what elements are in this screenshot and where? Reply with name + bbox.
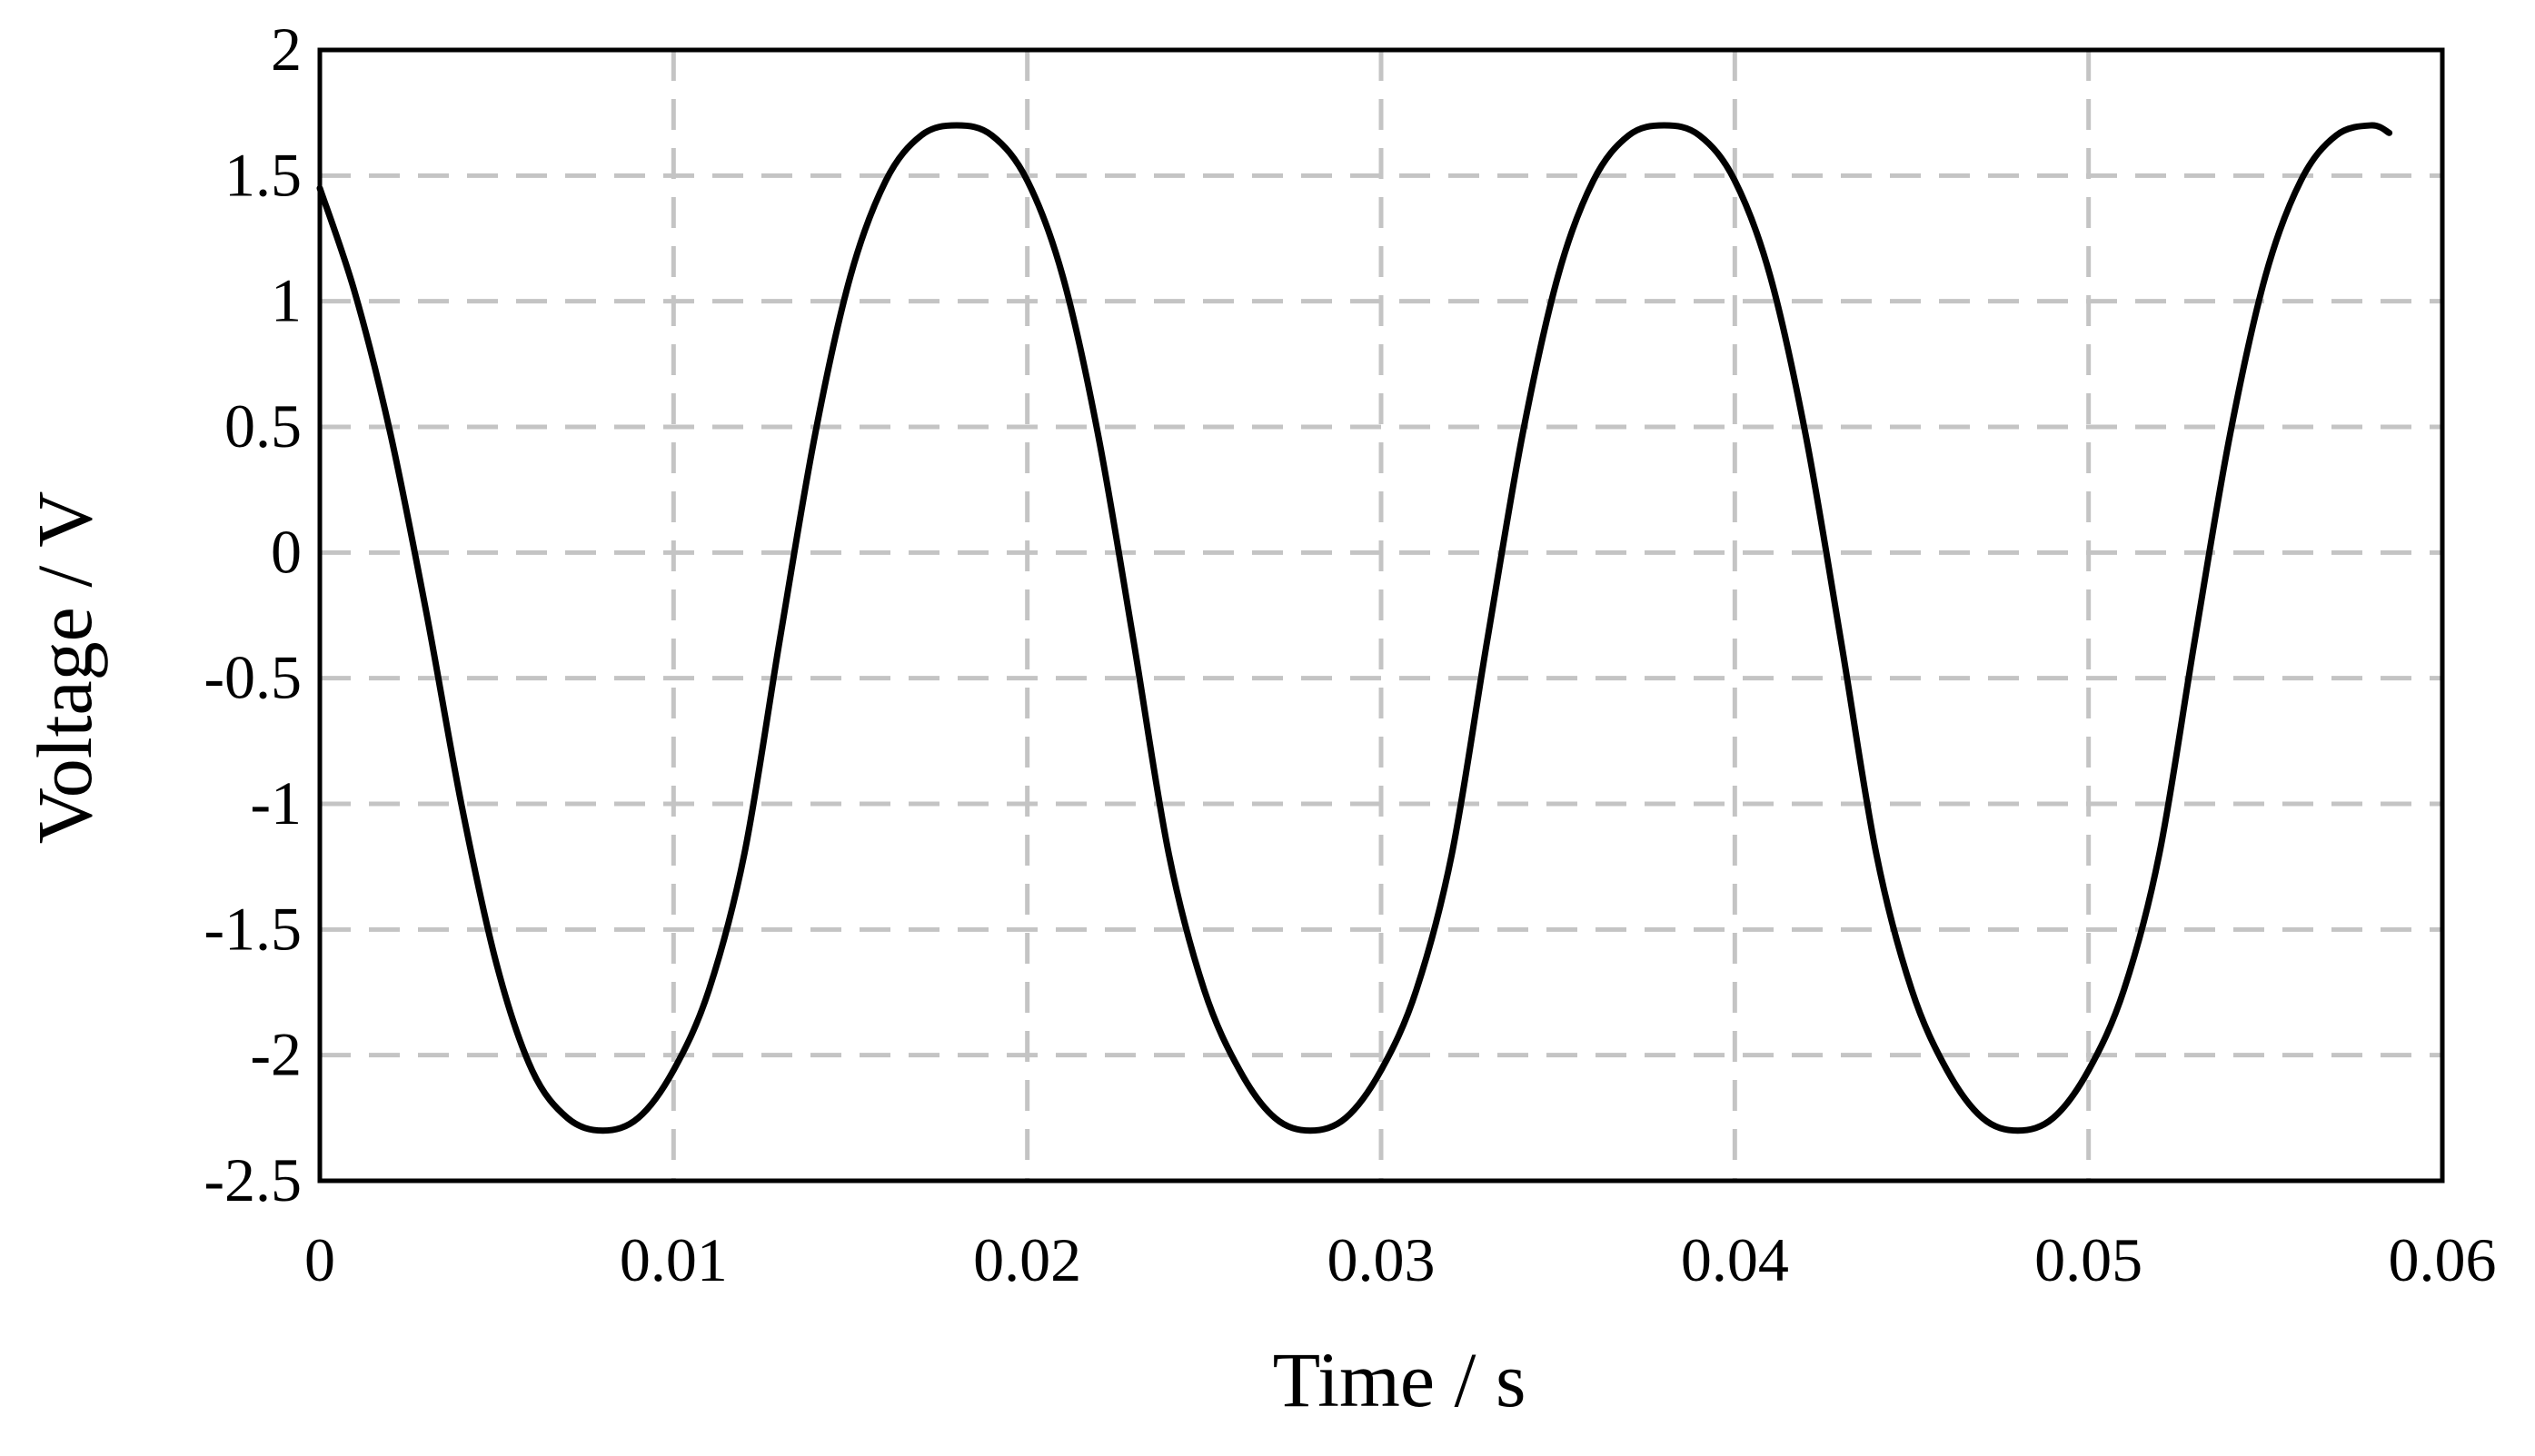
plot-frame bbox=[317, 47, 2445, 1184]
voltage-series-line bbox=[316, 122, 2393, 1134]
y-tick-label: 1 bbox=[271, 266, 302, 335]
x-tick-label: 0.05 bbox=[2034, 1225, 2142, 1294]
x-tick-label: 0.06 bbox=[2389, 1225, 2497, 1294]
y-tick-label: 2 bbox=[271, 15, 302, 84]
y-axis-label: Voltage / V bbox=[21, 491, 108, 845]
y-tick-label: 1.5 bbox=[224, 140, 302, 209]
x-tick-label: 0 bbox=[304, 1225, 335, 1294]
x-axis-ticks: 0 0.01 0.02 0.03 0.04 0.05 0.06 bbox=[304, 1225, 2497, 1294]
x-tick-label: 0.02 bbox=[973, 1225, 1081, 1294]
y-tick-label: 0.5 bbox=[224, 391, 302, 461]
x-axis-label: Time / s bbox=[1273, 1336, 1526, 1423]
y-tick-label: 0 bbox=[271, 517, 302, 586]
y-tick-label: -1.5 bbox=[204, 894, 302, 963]
y-tick-label: -1 bbox=[250, 768, 302, 837]
x-tick-label: 0.04 bbox=[1681, 1225, 1789, 1294]
y-tick-label: -2 bbox=[250, 1020, 302, 1089]
y-tick-label: -0.5 bbox=[204, 643, 302, 712]
x-tick-label: 0.01 bbox=[620, 1225, 728, 1294]
y-tick-label: -2.5 bbox=[204, 1145, 302, 1214]
y-axis-ticks: 2 1.5 1 0.5 0 -0.5 -1 -1.5 -2 -2.5 bbox=[204, 15, 302, 1214]
x-tick-label: 0.03 bbox=[1327, 1225, 1436, 1294]
grid bbox=[320, 50, 2442, 1181]
